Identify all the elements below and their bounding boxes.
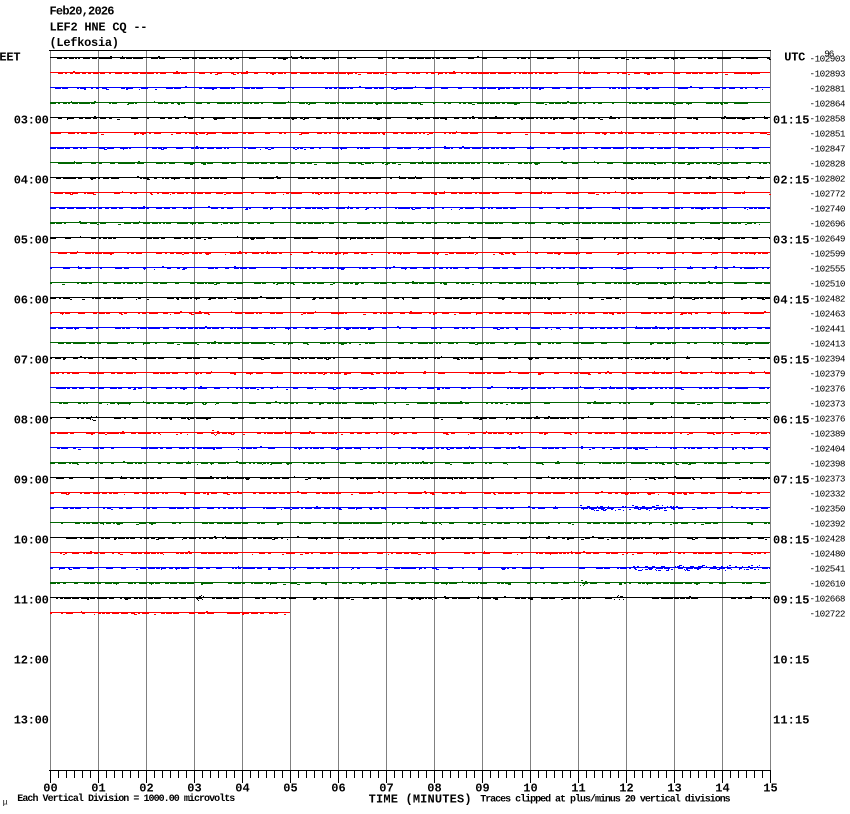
svg-text:11:00: 11:00 [14,593,49,607]
svg-text:07:00: 07:00 [14,353,49,367]
svg-text:-102482: -102482 [810,294,846,305]
svg-text:01:15: 01:15 [773,113,810,127]
svg-text:07: 07 [379,781,393,795]
svg-text:04:00: 04:00 [14,173,49,187]
svg-text:-102376: -102376 [810,384,846,395]
svg-text:-102413: -102413 [810,339,846,350]
svg-text:12:00: 12:00 [14,653,49,667]
svg-text:10:15: 10:15 [773,653,810,667]
svg-text:06: 06 [331,781,345,795]
svg-text:09:15: 09:15 [773,593,810,607]
svg-text:07:15: 07:15 [773,473,810,487]
svg-text:14: 14 [715,781,729,795]
svg-text:-102847: -102847 [810,144,846,155]
svg-text:-102428: -102428 [810,534,846,545]
svg-text:09: 09 [475,781,489,795]
svg-text:08: 08 [427,781,441,795]
svg-text:LEF2 HNE CQ --: LEF2 HNE CQ -- [50,21,148,35]
svg-text:09:00: 09:00 [14,473,49,487]
svg-text:08:15: 08:15 [773,533,810,547]
svg-text:μ: μ [3,799,8,808]
svg-text:13: 13 [667,781,681,795]
svg-text:12: 12 [619,781,633,795]
svg-text:-102802: -102802 [810,174,846,185]
svg-text:03:15: 03:15 [773,233,810,247]
svg-text:-102389: -102389 [810,429,846,440]
svg-text:-102376: -102376 [810,414,846,425]
svg-text:-102649: -102649 [810,234,846,245]
svg-text:-102828: -102828 [810,159,846,170]
svg-text:-102864: -102864 [810,99,846,110]
svg-text:00: 00 [43,781,57,795]
svg-text:10: 10 [523,781,537,795]
svg-text:-102555: -102555 [810,264,846,275]
svg-text:Feb20,2026: Feb20,2026 [50,5,115,19]
svg-text:04:15: 04:15 [773,293,810,307]
svg-text:-102610: -102610 [810,579,846,590]
svg-text:-102463: -102463 [810,309,846,320]
svg-text:-102510: -102510 [810,279,846,290]
svg-text:-102893: -102893 [810,69,846,80]
svg-text:13:00: 13:00 [14,713,49,727]
svg-text:02:15: 02:15 [773,173,810,187]
svg-text:06:15: 06:15 [773,413,810,427]
svg-text:Traces clipped at plus/minus 2: Traces clipped at plus/minus 20 vertical… [480,794,730,806]
svg-text:-102740: -102740 [810,204,846,215]
svg-text:(Lefkosia): (Lefkosia) [50,36,120,50]
svg-text:-102541: -102541 [810,564,846,575]
svg-text:11:15: 11:15 [773,713,810,727]
svg-text:10:00: 10:00 [14,533,49,547]
svg-text:Each Vertical Division = 1000.: Each Vertical Division = 1000.00 microvo… [17,793,235,805]
svg-text:-102858: -102858 [810,114,846,125]
svg-text:-102332: -102332 [810,489,846,500]
svg-text:-102599: -102599 [810,249,846,260]
svg-text:-102772: -102772 [810,189,846,200]
svg-text:-102851: -102851 [810,129,846,140]
svg-text:96: 96 [824,49,834,60]
svg-text:-102480: -102480 [810,549,846,560]
svg-text:-102881: -102881 [810,84,846,95]
svg-text:05:00: 05:00 [14,233,49,247]
svg-text:03: 03 [187,781,201,795]
svg-text:01: 01 [91,781,105,795]
svg-text:-102668: -102668 [810,594,846,605]
svg-text:05: 05 [283,781,297,795]
svg-text:11: 11 [571,781,585,795]
svg-text:-102392: -102392 [810,519,846,530]
svg-text:08:00: 08:00 [14,413,49,427]
svg-text:03:00: 03:00 [14,113,49,127]
svg-text:EET: EET [0,51,21,65]
svg-text:-102350: -102350 [810,504,846,515]
svg-text:-102722: -102722 [810,609,846,620]
svg-text:-102394: -102394 [810,354,846,365]
svg-text:UTC: UTC [784,51,805,65]
svg-text:15: 15 [763,781,777,795]
svg-text:TIME (MINUTES): TIME (MINUTES) [369,792,472,806]
svg-text:-102379: -102379 [810,369,846,380]
svg-text:06:00: 06:00 [14,293,49,307]
svg-text:02: 02 [139,781,153,795]
svg-text:-102404: -102404 [810,444,846,455]
svg-text:04: 04 [235,781,249,795]
svg-text:-102373: -102373 [810,474,846,485]
svg-text:-102398: -102398 [810,459,846,470]
svg-text:-102903: -102903 [810,54,846,65]
svg-text:-102441: -102441 [810,324,846,335]
svg-text:-102373: -102373 [810,399,846,410]
svg-text:-102696: -102696 [810,219,846,230]
svg-text:05:15: 05:15 [773,353,810,367]
